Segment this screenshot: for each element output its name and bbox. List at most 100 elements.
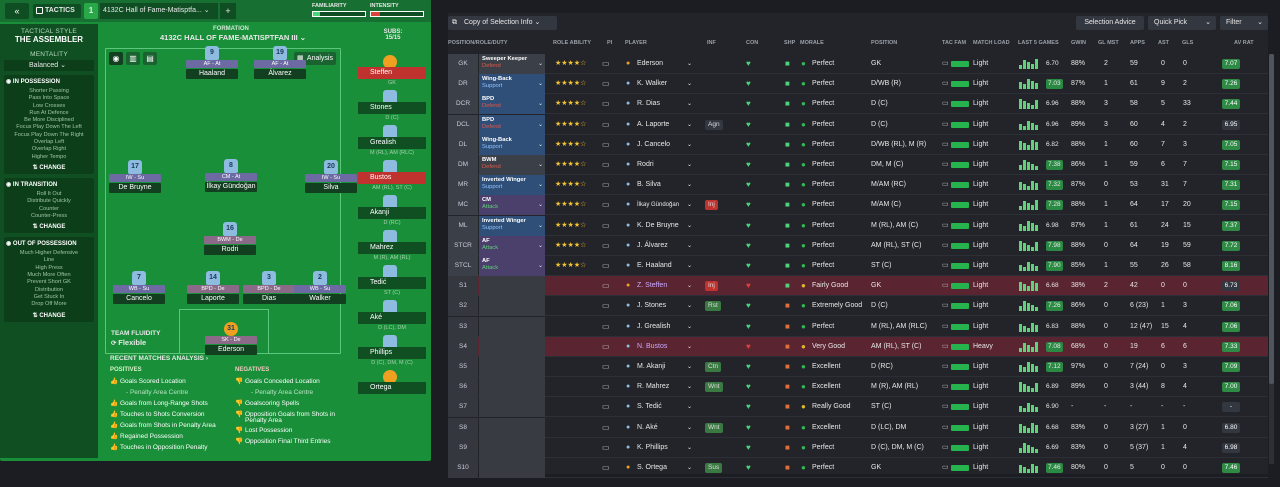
role-duty[interactable] [479, 316, 545, 337]
formation-dropdown[interactable]: 4132C HALL OF FAME-MATISPTFAN III ⌄ [160, 33, 306, 42]
table-row[interactable]: S5 ▭ ● M. Akanji ⌄ Ctn ♥ ■ ● Excellent D (RC) ▭ Ligh… [448, 357, 1268, 377]
player-name[interactable]: J. Cancelo [637, 140, 671, 148]
position-badge[interactable]: MR [448, 175, 478, 196]
table-row[interactable]: S10 ▭ ● S. Ortega ⌄ Sus ♥ ■ ● Perfect GK ▭ Light 7.46… [448, 458, 1268, 478]
in-transition-change-button[interactable]: ⇅ CHANGE [6, 223, 92, 230]
list-icon[interactable]: ▤ [143, 52, 157, 65]
role-duty[interactable] [479, 417, 545, 438]
player-shirt-icon[interactable]: 9 [205, 46, 219, 60]
table-row[interactable]: DCR BPD Defend ⌄ ★★★★☆ ▭ ● R. Dias ⌄ ♥ ■ ● Perfect D … [448, 94, 1268, 115]
player-name[interactable]: A. Laporte [637, 120, 670, 128]
pi-icon[interactable]: ▭ [602, 139, 610, 149]
column-header[interactable]: PI [607, 40, 613, 46]
pitch-player[interactable]: BPD - De Dias [243, 285, 295, 304]
role-duty[interactable]: AF Attack [479, 235, 545, 256]
inf-badge[interactable]: Inj [705, 281, 718, 292]
pi-icon[interactable]: ▭ [602, 119, 610, 129]
role-duty[interactable] [479, 397, 545, 418]
player-name[interactable]: N. Bustos [637, 342, 668, 350]
pi-icon[interactable]: ▭ [602, 341, 610, 351]
pi-icon[interactable]: ▭ [602, 79, 610, 89]
player-name[interactable]: M. Akanji [637, 363, 666, 370]
player-name[interactable]: İlkay Gündoğan [637, 202, 680, 209]
tactic-name-dropdown[interactable]: 4132C Hall of Fame-Matisptfa... ⌄ [100, 3, 218, 19]
player-name[interactable]: S. Tedić [637, 403, 662, 411]
column-header[interactable]: MATCH LOAD [973, 40, 1010, 46]
player-name[interactable]: S. Ortega [637, 464, 667, 471]
pi-icon[interactable]: ▭ [602, 59, 610, 68]
player-shirt-icon[interactable]: 20 [324, 160, 338, 174]
role-duty[interactable] [479, 437, 545, 458]
pitch-player[interactable]: SK - De Ederson [205, 336, 257, 355]
sub-player[interactable]: Mahrez [358, 242, 426, 254]
filter-button[interactable]: Filter ⌄ [1220, 16, 1268, 30]
table-row[interactable]: DR Wing-Back Support ⌄ ★★★★☆ ▭ ● K. Walker ⌄ ♥ ■ ● P… [448, 74, 1268, 95]
column-header[interactable]: AV RAT [1234, 40, 1254, 46]
position-badge[interactable]: ML [448, 215, 478, 236]
role-duty[interactable] [479, 296, 545, 317]
column-header[interactable]: GWIN [1071, 40, 1086, 46]
pitch-player[interactable]: BWM - De Rodri [204, 236, 256, 255]
table-row[interactable]: ML Inverted Winger Support ⌄ ★★★★☆ ▭ ● K. De Br… [448, 215, 1268, 236]
add-tactic-button[interactable]: + [220, 3, 236, 19]
pi-icon[interactable]: ▭ [602, 321, 610, 331]
table-row[interactable]: DCL BPD Defend ⌄ ★★★★☆ ▭ ● A. Laporte ⌄ Agn ♥ ■ ● Per… [448, 114, 1268, 135]
pi-icon[interactable]: ▭ [602, 99, 610, 109]
column-header[interactable]: SHP [784, 40, 796, 46]
player-name[interactable]: E. Haaland [637, 262, 672, 269]
tab-tactics[interactable]: TACTICS [33, 4, 81, 18]
role-duty[interactable] [479, 276, 545, 297]
sub-player[interactable]: Steffen [358, 67, 426, 79]
pi-icon[interactable]: ▭ [602, 240, 610, 250]
table-row[interactable]: STCR AF Attack ⌄ ★★★★☆ ▭ ● J. Álvarez ⌄ ♥ ■ ● Perfec… [448, 235, 1268, 256]
pi-icon[interactable]: ▭ [602, 463, 610, 472]
pi-icon[interactable]: ▭ [602, 422, 610, 432]
position-badge[interactable]: S2 [448, 296, 478, 317]
pi-icon[interactable]: ▭ [602, 301, 610, 311]
pitch-player[interactable]: CM - At İlkay Gündoğan [205, 173, 257, 192]
stats-icon[interactable]: ▥ [126, 52, 140, 65]
in-possession-change-button[interactable]: ⇅ CHANGE [6, 164, 92, 171]
position-badge[interactable]: DM [448, 155, 478, 175]
table-row[interactable]: S1 ▭ ● Z. Steffen ⌄ Inj ♥ ■ ● Fairly Good GK ▭ Light… [448, 276, 1268, 297]
position-badge[interactable]: S5 [448, 357, 478, 377]
player-name[interactable]: B. Silva [637, 181, 661, 189]
sub-player[interactable]: Bustos [358, 172, 426, 184]
column-header[interactable]: APPS [1130, 40, 1145, 46]
player-shirt-icon[interactable]: 31 [224, 322, 238, 336]
role-duty[interactable]: CM Attack [479, 195, 545, 216]
position-badge[interactable]: S10 [448, 458, 478, 478]
column-header[interactable]: MORALE [800, 40, 824, 46]
column-header[interactable]: AST [1158, 40, 1169, 46]
position-badge[interactable]: DL [448, 134, 478, 155]
selection-advice-button[interactable]: Selection Advice [1076, 16, 1144, 30]
inf-badge[interactable]: Sus [705, 463, 723, 473]
player-name[interactable]: R. Dias [637, 100, 660, 108]
position-badge[interactable]: S4 [448, 336, 478, 357]
table-row[interactable]: S3 ▭ ● J. Grealish ⌄ ♥ ■ ● Perfect M (RL), AM (RL… [448, 316, 1268, 337]
pi-icon[interactable]: ▭ [602, 362, 610, 371]
column-header[interactable]: CON [746, 40, 759, 46]
inf-badge[interactable]: Wnt [705, 382, 723, 393]
pi-icon[interactable]: ▭ [602, 442, 610, 452]
player-shirt-icon[interactable]: 19 [273, 46, 287, 60]
position-badge[interactable]: MC [448, 195, 478, 216]
player-shirt-icon[interactable]: 16 [223, 222, 237, 236]
role-duty[interactable] [479, 377, 545, 398]
sub-player[interactable]: Grealish [358, 137, 426, 149]
player-shirt-icon[interactable]: 7 [132, 271, 146, 285]
role-duty[interactable]: BPD Defend [479, 114, 545, 135]
player-name[interactable]: K. Walker [637, 80, 668, 88]
player-name[interactable]: J. Álvarez [637, 241, 668, 249]
pitch-player[interactable]: AF - At Haaland [186, 60, 238, 79]
pi-icon[interactable]: ▭ [602, 281, 610, 291]
role-duty[interactable] [479, 336, 545, 357]
pi-icon[interactable]: ▭ [602, 180, 610, 190]
table-row[interactable]: S2 ▭ ● J. Stones ⌄ Rst ♥ ■ ● Extremely Good D (C) ▭… [448, 296, 1268, 317]
column-header[interactable]: TAC FAM [942, 40, 967, 46]
role-duty[interactable]: BPD Defend [479, 94, 545, 115]
inf-badge[interactable]: Wnt [705, 422, 723, 433]
sub-player[interactable]: Ortega [358, 382, 426, 394]
table-row[interactable]: S4 ▭ ● N. Bustos ⌄ ♥ ■ ● Very Good AM (RL), ST (C… [448, 336, 1268, 357]
role-duty[interactable]: Inverted Winger Support [479, 215, 545, 236]
